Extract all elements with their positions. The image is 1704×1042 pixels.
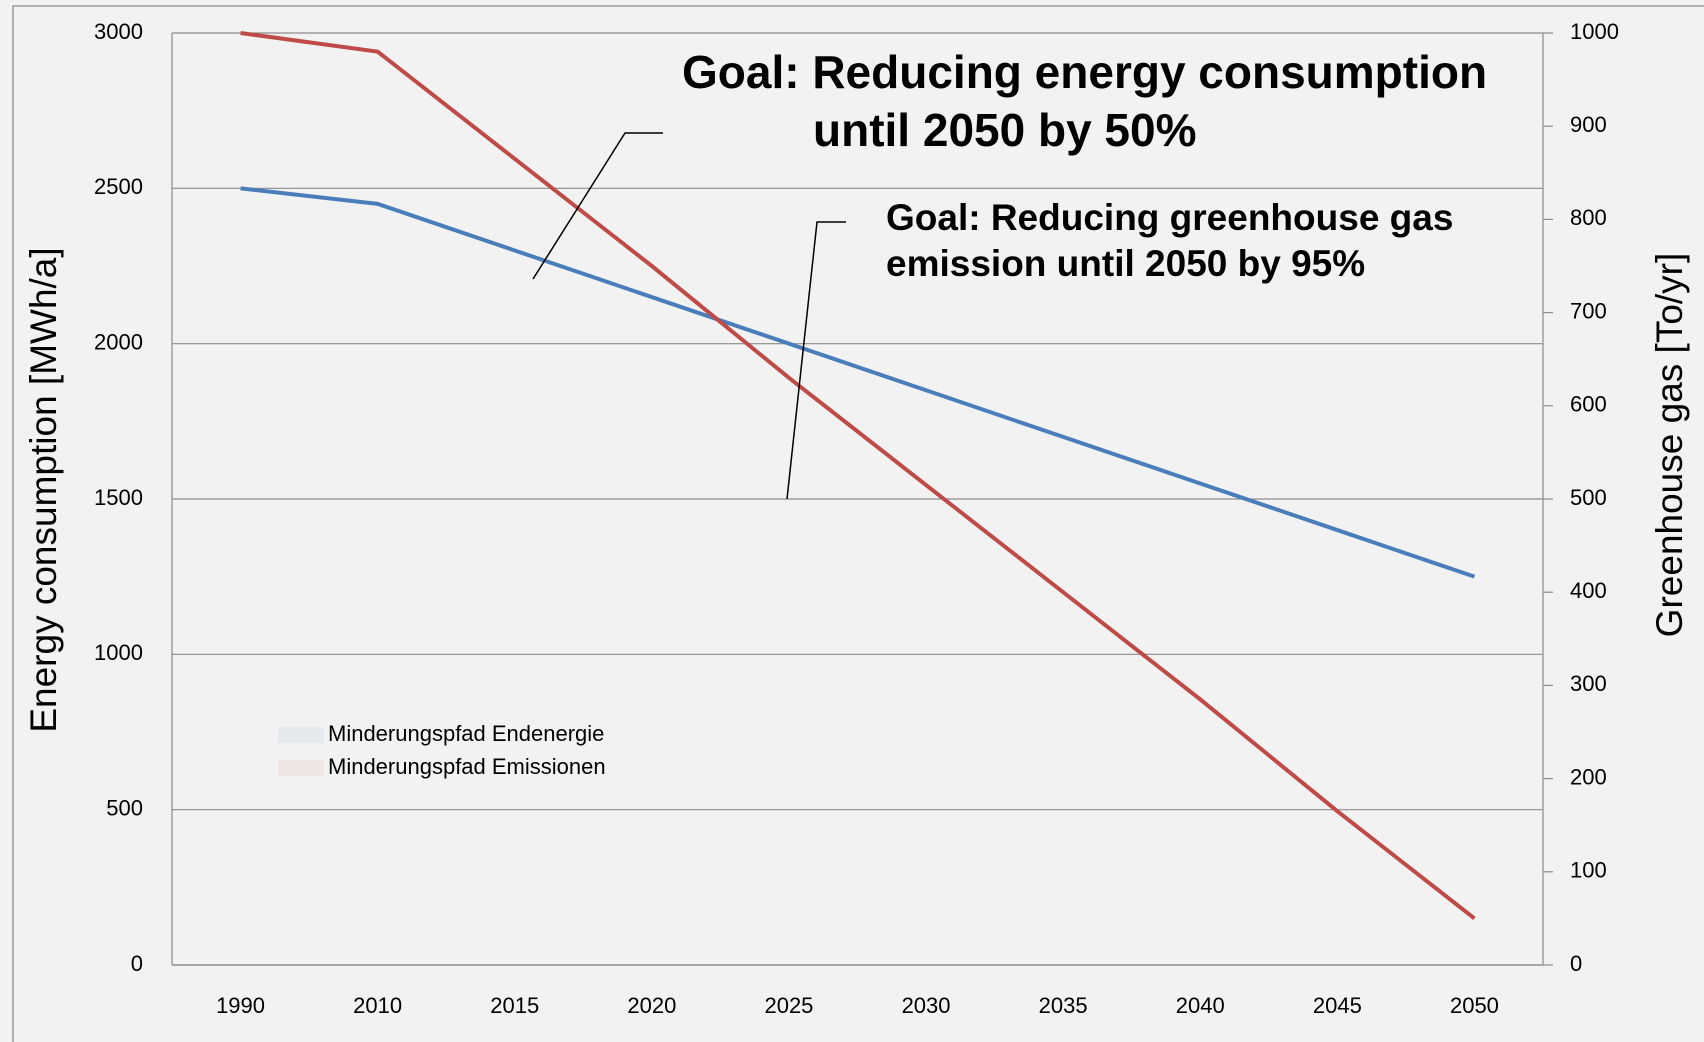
grid xyxy=(171,32,1553,966)
y2-tick-label: 100 xyxy=(1570,858,1607,883)
x-tick-label: 2030 xyxy=(902,993,951,1018)
y-axis-title: Energy consumption [MWh/a] xyxy=(23,247,64,732)
y2-tick-label: 500 xyxy=(1570,485,1607,510)
annotation: until 2050 by 50% xyxy=(813,104,1197,156)
y2-tick-label: 200 xyxy=(1570,764,1607,789)
y-tick-label: 2500 xyxy=(94,174,143,199)
annotation: Goal: Reducing energy consumption xyxy=(682,46,1487,98)
x-tick-label: 2015 xyxy=(490,993,539,1018)
x-tick-label: 2040 xyxy=(1176,993,1225,1018)
legend-label: Minderungspfad Endenergie xyxy=(328,721,604,746)
y2-tick-label: 600 xyxy=(1570,392,1607,417)
y-tick-label: 2000 xyxy=(94,329,143,354)
y2-tick-label: 700 xyxy=(1570,298,1607,323)
y2-tick-label: 400 xyxy=(1570,578,1607,603)
plot xyxy=(240,31,1476,920)
y2-tick-label: 1000 xyxy=(1570,19,1619,44)
x-tick-label: 2045 xyxy=(1313,993,1362,1018)
series-line xyxy=(240,31,1476,920)
y-tick-label: 0 xyxy=(131,951,143,976)
legend-label: Minderungspfad Emissionen xyxy=(328,754,606,779)
series-line xyxy=(240,186,1476,579)
legend-swatch xyxy=(278,760,324,776)
x-tick-label: 2010 xyxy=(353,993,402,1018)
annotation: emission until 2050 by 95% xyxy=(886,243,1365,284)
x-tick-label: 2035 xyxy=(1039,993,1088,1018)
y2-tick-label: 900 xyxy=(1570,112,1607,137)
y-tick-label: 500 xyxy=(106,795,143,820)
annotation: Goal: Reducing greenhouse gas xyxy=(886,197,1453,238)
x-tick-label: 2025 xyxy=(764,993,813,1018)
y-tick-label: 3000 xyxy=(94,19,143,44)
callout-line xyxy=(786,221,846,500)
y-tick-label: 1000 xyxy=(94,640,143,665)
x-tick-label: 1990 xyxy=(216,993,265,1018)
x-tick-label: 2050 xyxy=(1450,993,1499,1018)
y2-tick-label: 300 xyxy=(1570,671,1607,696)
y2-tick-label: 0 xyxy=(1570,951,1582,976)
x-tick-label: 2020 xyxy=(627,993,676,1018)
frame xyxy=(12,5,1704,1042)
y2-tick-label: 800 xyxy=(1570,205,1607,230)
legend-swatch xyxy=(278,727,324,743)
callout-line xyxy=(532,132,663,280)
y2-axis-title: Greenhouse gas [To/yr] xyxy=(1649,253,1690,638)
y-tick-label: 1500 xyxy=(94,485,143,510)
